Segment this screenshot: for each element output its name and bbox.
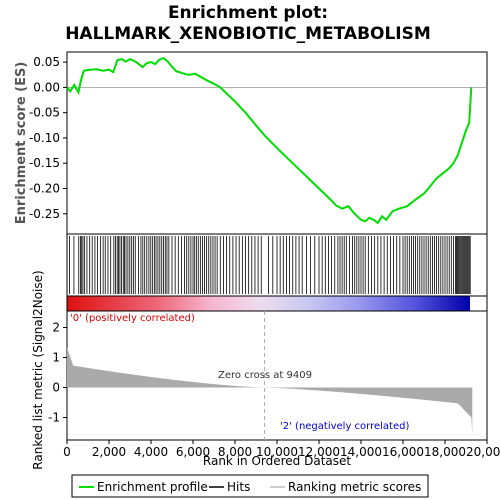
legend-hits-label: Hits (227, 480, 250, 494)
x-tick-label: 16,000 (382, 445, 424, 459)
x-axis-ticks: 0 2,000 4,000 6,000 8,000 10,000 12,000 14,000 1… (63, 440, 500, 459)
legend-ranking-label: Ranking metric scores (288, 480, 421, 494)
hits-marks (69, 236, 471, 294)
x-tick-label: 4,000 (134, 445, 168, 459)
enrichment-profile-line (66, 56, 473, 225)
x-tick-label: 12,000 (298, 445, 340, 459)
es-y-axis-label: Enrichment score (ES) (14, 62, 29, 225)
x-tick-label: 8,000 (218, 445, 252, 459)
es-y-tick-label: -0.25 (29, 207, 60, 221)
es-y-tick-label: -0.15 (29, 156, 60, 170)
metric-y-axis-label: Ranked list metric (Signal2Noise) (31, 270, 45, 469)
neg-corr-label: '2' (negatively correlated) (280, 421, 409, 432)
es-y-tick-label: -0.05 (29, 106, 60, 120)
es-y-axis-ticks: 0.05 0.00 -0.05 -0.10 -0.15 -0.20 -0.25 (29, 55, 67, 221)
x-tick-label: 2,000 (92, 445, 126, 459)
x-tick-label: 18,000 (424, 445, 466, 459)
es-panel (66, 51, 488, 235)
metric-y-tick-label: 2 (52, 321, 60, 335)
x-tick-label: 0 (63, 445, 71, 459)
es-y-tick-label: 0.00 (33, 80, 60, 94)
metric-y-tick-label: -1 (48, 411, 60, 425)
pos-corr-label: '0' (positively correlated) (70, 313, 195, 324)
es-y-tick-label: 0.05 (33, 55, 60, 69)
x-tick-label: 6,000 (176, 445, 210, 459)
x-tick-label: 10,000 (256, 445, 298, 459)
ranking-metric-area (67, 347, 473, 435)
zero-cross-label: Zero cross at 9409 (218, 370, 312, 381)
metric-y-tick-label: 1 (52, 351, 60, 365)
legend-box (71, 474, 429, 498)
x-axis-label: Rank in Ordered Dataset (203, 454, 351, 468)
es-y-tick-label: -0.10 (29, 131, 60, 145)
legend-profile-label: Enrichment profile (97, 480, 208, 494)
x-tick-label: 14,000 (340, 445, 382, 459)
rank-color-bar (67, 296, 470, 311)
metric-y-tick-label: 0 (52, 381, 60, 395)
metric-y-axis-ticks: 2 1 0 -1 (48, 321, 67, 425)
chart-title-line2: HALLMARK_XENOBIOTIC_METABOLISM (65, 24, 431, 44)
es-y-tick-label: -0.20 (29, 182, 60, 196)
x-tick-label: 20,000 (466, 445, 500, 459)
chart-title-line1: Enrichment plot: (168, 3, 328, 23)
